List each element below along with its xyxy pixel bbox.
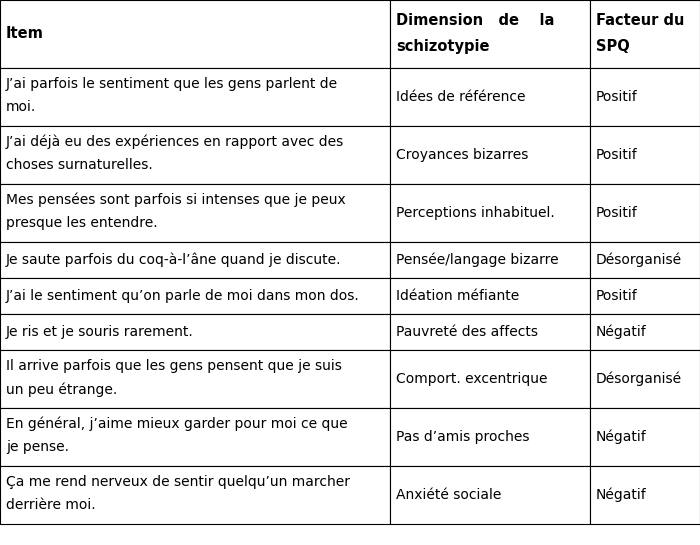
Bar xyxy=(390,242,590,278)
Bar xyxy=(390,278,590,314)
Text: Positif: Positif xyxy=(596,90,638,104)
Text: Il arrive parfois que les gens pensent que je suis: Il arrive parfois que les gens pensent q… xyxy=(6,359,342,373)
Bar xyxy=(390,0,590,68)
Bar xyxy=(390,350,590,408)
Text: Dimension   de    la: Dimension de la xyxy=(396,13,554,28)
Text: Croyances bizarres: Croyances bizarres xyxy=(396,148,528,162)
Bar xyxy=(0,0,390,68)
Text: SPQ: SPQ xyxy=(596,39,630,54)
Text: Désorganisé: Désorganisé xyxy=(596,372,682,386)
Bar xyxy=(590,126,700,184)
Text: En général, j’aime mieux garder pour moi ce que: En général, j’aime mieux garder pour moi… xyxy=(6,417,348,432)
Text: Pensée/langage bizarre: Pensée/langage bizarre xyxy=(396,253,559,267)
Text: J’ai le sentiment qu’on parle de moi dans mon dos.: J’ai le sentiment qu’on parle de moi dan… xyxy=(6,289,360,303)
Text: Ça me rend nerveux de sentir quelqu’un marcher: Ça me rend nerveux de sentir quelqu’un m… xyxy=(6,475,350,489)
Bar xyxy=(590,68,700,126)
Text: Négatif: Négatif xyxy=(596,325,647,339)
Text: Anxiété sociale: Anxiété sociale xyxy=(396,488,501,502)
Text: Idéation méfiante: Idéation méfiante xyxy=(396,289,519,303)
Bar xyxy=(0,314,390,350)
Text: Désorganisé: Désorganisé xyxy=(596,253,682,267)
Text: J’ai parfois le sentiment que les gens parlent de: J’ai parfois le sentiment que les gens p… xyxy=(6,77,338,91)
Text: Facteur du: Facteur du xyxy=(596,13,685,28)
Bar xyxy=(590,184,700,242)
Bar xyxy=(590,314,700,350)
Bar xyxy=(590,0,700,68)
Text: schizotypie: schizotypie xyxy=(396,39,489,54)
Text: derrière moi.: derrière moi. xyxy=(6,499,96,512)
Text: Positif: Positif xyxy=(596,206,638,220)
Text: moi.: moi. xyxy=(6,100,36,114)
Text: Idées de référence: Idées de référence xyxy=(396,90,526,104)
Text: Négatif: Négatif xyxy=(596,488,647,502)
Text: Comport. excentrique: Comport. excentrique xyxy=(396,372,547,386)
Bar xyxy=(390,314,590,350)
Bar xyxy=(0,350,390,408)
Text: J’ai déjà eu des expériences en rapport avec des: J’ai déjà eu des expériences en rapport … xyxy=(6,135,344,149)
Text: Négatif: Négatif xyxy=(596,430,647,444)
Text: Mes pensées sont parfois si intenses que je peux: Mes pensées sont parfois si intenses que… xyxy=(6,193,346,208)
Text: un peu étrange.: un peu étrange. xyxy=(6,382,118,397)
Text: Pauvreté des affects: Pauvreté des affects xyxy=(396,325,538,339)
Bar xyxy=(0,242,390,278)
Bar xyxy=(390,408,590,466)
Text: presque les entendre.: presque les entendre. xyxy=(6,216,158,231)
Text: je pense.: je pense. xyxy=(6,440,69,455)
Bar xyxy=(0,126,390,184)
Bar xyxy=(590,350,700,408)
Bar xyxy=(590,408,700,466)
Bar xyxy=(390,184,590,242)
Text: Je ris et je souris rarement.: Je ris et je souris rarement. xyxy=(6,325,194,339)
Bar xyxy=(0,184,390,242)
Text: choses surnaturelles.: choses surnaturelles. xyxy=(6,159,153,172)
Bar xyxy=(390,466,590,524)
Bar xyxy=(0,278,390,314)
Text: Perceptions inhabituel.: Perceptions inhabituel. xyxy=(396,206,554,220)
Text: Item: Item xyxy=(6,27,44,41)
Bar xyxy=(0,408,390,466)
Text: Positif: Positif xyxy=(596,289,638,303)
Bar xyxy=(0,466,390,524)
Bar xyxy=(390,68,590,126)
Bar xyxy=(590,242,700,278)
Text: Je saute parfois du coq-à-l’âne quand je discute.: Je saute parfois du coq-à-l’âne quand je… xyxy=(6,253,342,267)
Bar xyxy=(590,466,700,524)
Bar xyxy=(0,68,390,126)
Bar xyxy=(390,126,590,184)
Text: Positif: Positif xyxy=(596,148,638,162)
Bar xyxy=(590,278,700,314)
Text: Pas d’amis proches: Pas d’amis proches xyxy=(396,430,529,444)
